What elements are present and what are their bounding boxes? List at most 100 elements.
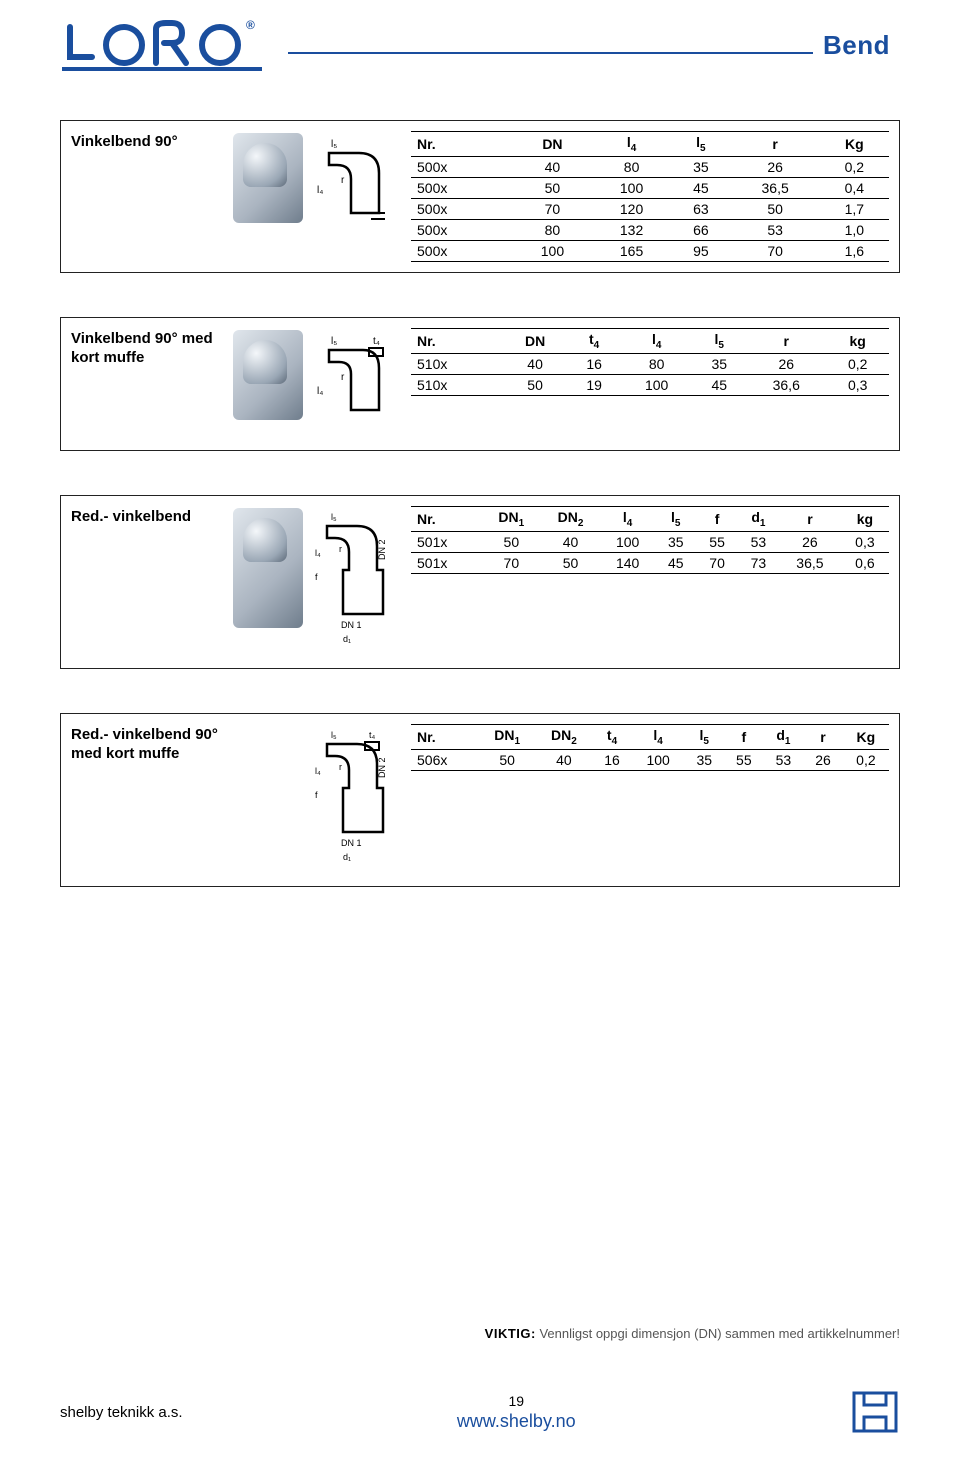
footer-page-number: 19	[183, 1393, 850, 1409]
table-header: r	[731, 132, 820, 157]
table-cell: 1,6	[820, 240, 889, 261]
table-cell: 510x	[411, 353, 503, 374]
table-cell: 510x	[411, 374, 503, 395]
table-cell: 0,2	[820, 156, 889, 177]
table-cell: 80	[592, 156, 671, 177]
table-cell: 19	[567, 374, 621, 395]
table-cell: 501x	[411, 531, 482, 552]
table-cell: 0,3	[841, 531, 889, 552]
table-cell: 36,6	[746, 374, 826, 395]
svg-text:r: r	[339, 544, 342, 554]
table-header: d1	[764, 724, 804, 749]
table-header: kg	[826, 328, 889, 353]
table-cell: 53	[731, 219, 820, 240]
table-header: l4	[621, 328, 692, 353]
bend-schematic-icon: l₅ l₄ r	[309, 133, 399, 243]
table-cell: 0,4	[820, 177, 889, 198]
svg-text:DN 1: DN 1	[341, 620, 362, 630]
diag-label-l5: l₅	[331, 139, 337, 150]
page-header: ® Bend	[0, 0, 960, 80]
svg-text:l₅: l₅	[331, 512, 337, 522]
svg-text:DN 1: DN 1	[341, 838, 362, 848]
table-header: r	[779, 506, 841, 531]
footer-url: www.shelby.no	[183, 1411, 850, 1432]
table-header: DN1	[482, 506, 541, 531]
table-cell: 45	[692, 374, 746, 395]
table-cell: 73	[738, 552, 779, 573]
bend-photo-icon	[233, 330, 303, 420]
table-header: Nr.	[411, 328, 503, 353]
data-table: Nr.DNl4l5rKg 500x408035260,2500x50100453…	[411, 131, 889, 262]
panel-label: Red.- vinkelbend	[71, 506, 221, 527]
panel-diagram: l₅ t₄ l₄ f DN 2 DN 1 d₁ r	[231, 724, 401, 876]
table-header: f	[724, 724, 764, 749]
panel-label: Vinkelbend 90° med kort muffe	[71, 328, 221, 368]
svg-text:f: f	[315, 790, 318, 800]
bend-photo-icon	[233, 508, 303, 628]
table-cell: 35	[671, 156, 731, 177]
bend-schematic-icon: l₅ t₄ l₄ r	[309, 330, 399, 440]
svg-text:l₅: l₅	[331, 336, 337, 347]
table-cell: 100	[592, 177, 671, 198]
svg-text:d₁: d₁	[343, 634, 351, 644]
data-table: Nr.DN1DN2l4l5fd1rkg 501x5040100355553260…	[411, 506, 889, 574]
table-cell: 1,0	[820, 219, 889, 240]
table-cell: 35	[684, 749, 724, 770]
page-title: Bend	[813, 30, 900, 61]
table-cell: 132	[592, 219, 671, 240]
table-row: 500x8013266531,0	[411, 219, 889, 240]
table-header: t4	[592, 724, 632, 749]
data-table: Nr.DNt4l4l5rkg 510x40168035260,2510x5019…	[411, 328, 889, 396]
table-cell: 0,2	[843, 749, 889, 770]
table-header: l4	[632, 724, 685, 749]
table-cell: 120	[592, 198, 671, 219]
data-table: Nr.DN1DN2t4l4l5fd1rKg 506x50401610035555…	[411, 724, 889, 771]
table-header: l5	[671, 132, 731, 157]
table-cell: 50	[479, 749, 536, 770]
table-cell: 50	[731, 198, 820, 219]
footer-company: shelby teknikk a.s.	[60, 1404, 183, 1421]
table-cell: 70	[696, 552, 737, 573]
panel-red-vinkelbend-kort: Red.- vinkelbend 90° med kort muffe l₅ t…	[60, 713, 900, 887]
table-cell: 45	[671, 177, 731, 198]
table-cell: 66	[671, 219, 731, 240]
table-cell: 100	[621, 374, 692, 395]
table-header: kg	[841, 506, 889, 531]
table-row: 500x408035260,2	[411, 156, 889, 177]
table-row: 500x7012063501,7	[411, 198, 889, 219]
table-header: l5	[655, 506, 696, 531]
table-row: 510x50191004536,60,3	[411, 374, 889, 395]
table-cell: 1,7	[820, 198, 889, 219]
table-cell: 16	[592, 749, 632, 770]
panel-label: Red.- vinkelbend 90° med kort muffe	[71, 724, 221, 764]
footer-logo-icon	[850, 1389, 900, 1435]
svg-text:l₄: l₄	[317, 386, 323, 397]
svg-text:r: r	[339, 762, 342, 772]
table-cell: 45	[655, 552, 696, 573]
table-cell: 36,5	[731, 177, 820, 198]
table-header: l4	[592, 132, 671, 157]
table-row: 506x504016100355553260,2	[411, 749, 889, 770]
important-note: VIKTIG: Vennligst oppgi dimensjon (DN) s…	[485, 1326, 900, 1341]
svg-text:l₅: l₅	[331, 730, 337, 740]
table-header: r	[746, 328, 826, 353]
table-cell: 26	[731, 156, 820, 177]
svg-text:l₄: l₄	[315, 548, 321, 558]
table-cell: 80	[621, 353, 692, 374]
table-header: l5	[684, 724, 724, 749]
bend-photo-icon	[233, 133, 303, 223]
diag-label-l4: l₄	[317, 185, 323, 196]
table-cell: 0,6	[841, 552, 889, 573]
table-header: Nr.	[411, 506, 482, 531]
table-cell: 40	[541, 531, 600, 552]
table-cell: 500x	[411, 198, 513, 219]
panel-vinkelbend90: Vinkelbend 90° l₅ l₄ r	[60, 120, 900, 273]
table-header: r	[803, 724, 843, 749]
table-header: t4	[567, 328, 621, 353]
panel-red-vinkelbend: Red.- vinkelbend l₅ l₄ f DN 2 DN 1	[60, 495, 900, 669]
svg-text:DN 2: DN 2	[377, 757, 387, 778]
content-area: Vinkelbend 90° l₅ l₄ r	[0, 80, 960, 887]
table-cell: 100	[632, 749, 685, 770]
table-cell: 501x	[411, 552, 482, 573]
table-cell: 40	[536, 749, 593, 770]
